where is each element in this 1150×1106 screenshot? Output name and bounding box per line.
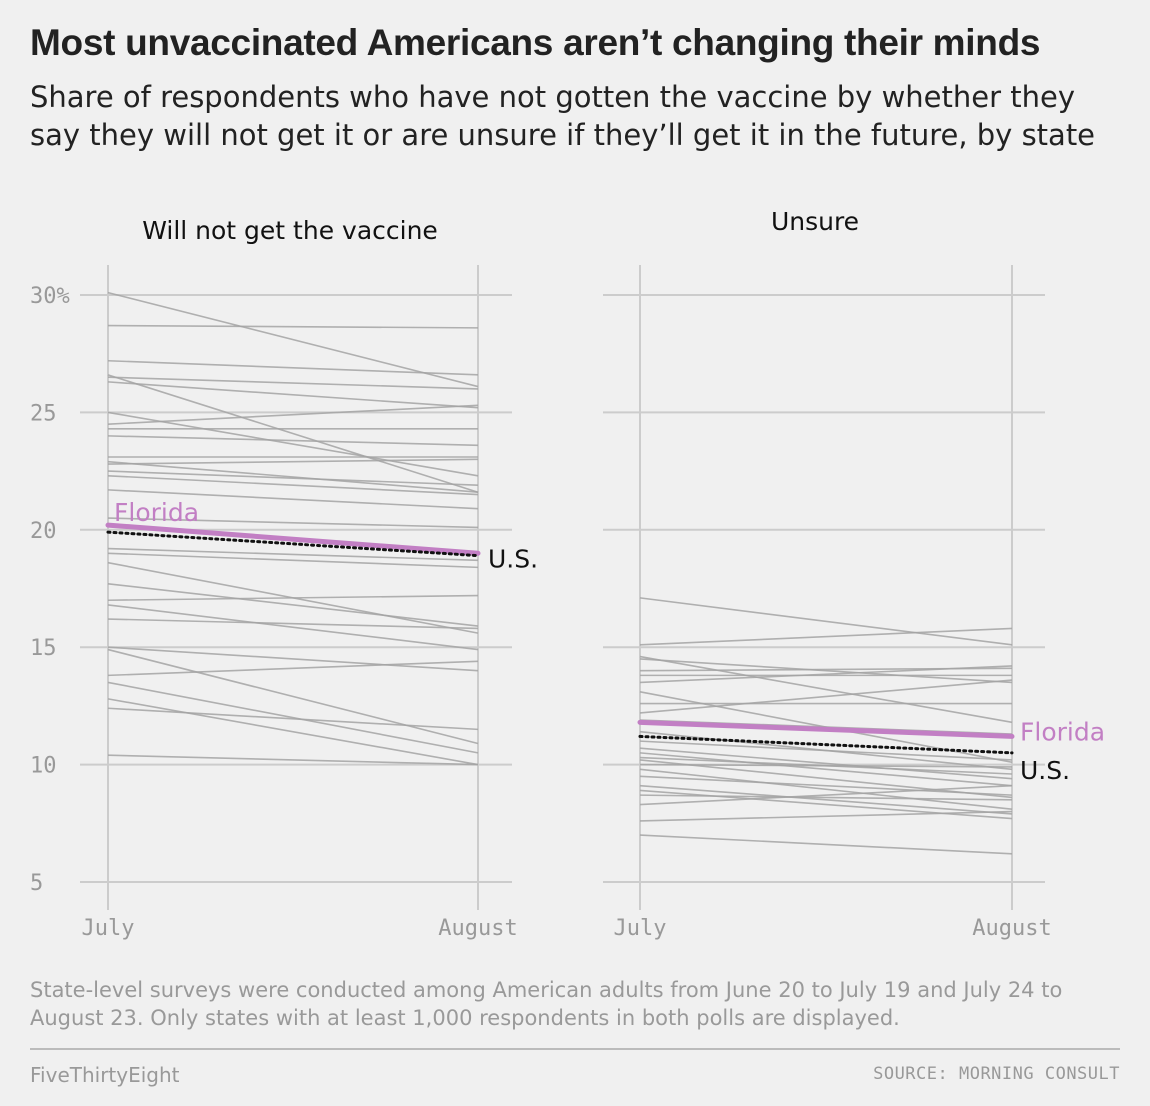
- florida-label: Florida: [114, 498, 199, 527]
- state-line: [107, 517, 479, 529]
- state-line: [107, 374, 479, 493]
- y-tick-label: 15: [30, 636, 57, 661]
- state-line: [639, 627, 1013, 646]
- panel-title: Will not get the vaccine: [142, 216, 438, 245]
- state-line: [107, 376, 479, 390]
- x-tick-label: August: [972, 916, 1051, 941]
- us-label: U.S.: [1020, 756, 1070, 785]
- state-line: [639, 834, 1013, 855]
- x-tick-label: July: [82, 916, 135, 941]
- y-tick-label: 20: [30, 519, 57, 544]
- state-line: [107, 460, 479, 494]
- us-line: [638, 734, 1014, 755]
- y-tick-label: 30%: [30, 284, 70, 309]
- state-line: [639, 784, 1013, 815]
- state-line: [639, 794, 1013, 801]
- state-line: [107, 552, 479, 569]
- state-line: [639, 665, 1013, 684]
- state-line: [107, 547, 479, 562]
- panel-title: Unsure: [771, 207, 859, 236]
- state-line: [639, 747, 1013, 780]
- florida-line: [105, 522, 481, 556]
- x-tick-label: August: [438, 916, 517, 941]
- y-tick-label: 5: [30, 871, 43, 896]
- state-line: [107, 435, 479, 447]
- state-line: [639, 658, 1013, 684]
- state-line: [107, 359, 479, 376]
- state-line: [639, 740, 1013, 761]
- state-line: [107, 754, 479, 766]
- state-line: [639, 679, 1013, 714]
- us-label: U.S.: [488, 545, 538, 574]
- state-line: [107, 474, 479, 496]
- state-line: [639, 655, 1013, 724]
- state-line: [107, 404, 479, 425]
- state-line: [107, 583, 479, 627]
- state-line: [107, 618, 479, 630]
- footer-divider: [30, 1048, 1120, 1050]
- chart-subtitle: Share of respondents who have not gotten…: [30, 80, 1096, 152]
- state-line: [107, 660, 479, 677]
- brand-label: FiveThirtyEight: [30, 1063, 180, 1087]
- panel-unsure: Unsure July August Florida U.S.: [603, 207, 1105, 941]
- state-line: [639, 784, 1013, 806]
- state-line: [639, 752, 1013, 787]
- state-line: [107, 604, 479, 651]
- state-line: [107, 411, 479, 477]
- chart-title: Most unvaccinated Americans aren’t chang…: [30, 22, 1041, 63]
- florida-line: [637, 719, 1015, 739]
- state-line: [107, 594, 479, 602]
- state-line: [639, 597, 1013, 646]
- y-tick-label: 25: [30, 401, 57, 426]
- state-line: [107, 324, 479, 329]
- state-line: [107, 707, 479, 731]
- state-line: [639, 775, 1013, 796]
- panel-will-not-get: Will not get the vaccine 30% 25 20 15 10 5 July…: [30, 216, 538, 941]
- florida-label: Florida: [1020, 717, 1105, 746]
- state-line: [107, 681, 479, 754]
- state-line: [107, 470, 479, 486]
- state-line: [639, 810, 1013, 822]
- state-line: [107, 648, 479, 745]
- y-tick-label: 10: [30, 754, 57, 779]
- state-line: [107, 646, 479, 672]
- source-label: SOURCE: MORNING CONSULT: [873, 1064, 1120, 1084]
- state-line: [107, 458, 479, 465]
- state-line: [107, 381, 479, 409]
- state-line: [107, 489, 479, 510]
- state-line: [639, 768, 1013, 811]
- state-line: [107, 698, 479, 766]
- footnote: State-level surveys were conducted among…: [30, 978, 1063, 1030]
- state-line: [639, 763, 1013, 768]
- us-line: [106, 530, 480, 558]
- state-line: [107, 291, 479, 388]
- x-tick-label: July: [614, 916, 667, 941]
- slope-chart: Will not get the vaccine 30% 25 20 15 10 5 July…: [30, 207, 1105, 941]
